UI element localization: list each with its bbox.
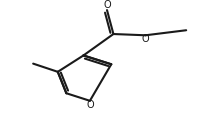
Text: O: O [103,0,111,10]
Text: O: O [142,34,149,44]
Text: O: O [86,100,94,110]
